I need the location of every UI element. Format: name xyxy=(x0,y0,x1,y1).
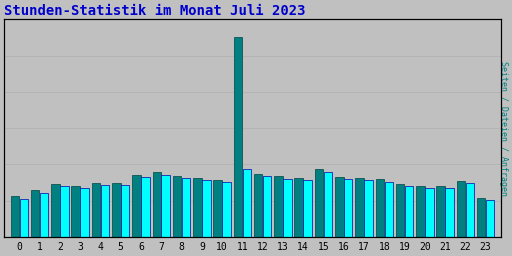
Bar xyxy=(324,173,332,237)
Bar xyxy=(112,183,120,237)
Bar xyxy=(101,185,109,237)
Bar xyxy=(214,180,222,237)
Bar xyxy=(283,179,292,237)
Bar xyxy=(436,186,445,237)
Bar xyxy=(153,172,161,237)
Bar xyxy=(19,199,28,237)
Bar xyxy=(161,175,170,237)
Bar xyxy=(40,193,48,237)
Bar xyxy=(396,184,404,237)
Bar xyxy=(416,186,424,237)
Bar xyxy=(304,180,312,237)
Bar xyxy=(355,178,364,237)
Bar xyxy=(405,186,413,237)
Bar xyxy=(263,176,271,237)
Bar xyxy=(465,183,474,237)
Bar xyxy=(141,177,150,237)
Bar xyxy=(11,196,19,237)
Bar xyxy=(233,37,242,237)
Bar xyxy=(31,190,39,237)
Bar xyxy=(121,185,130,237)
Bar xyxy=(294,178,303,237)
Bar xyxy=(243,169,251,237)
Bar xyxy=(60,186,69,237)
Bar xyxy=(457,181,465,237)
Bar xyxy=(92,183,100,237)
Bar xyxy=(486,200,495,237)
Bar xyxy=(80,188,89,237)
Bar xyxy=(315,169,323,237)
Bar xyxy=(477,198,485,237)
Bar xyxy=(222,182,231,237)
Text: Stunden-Statistik im Monat Juli 2023: Stunden-Statistik im Monat Juli 2023 xyxy=(4,4,306,18)
Bar xyxy=(202,180,210,237)
Bar xyxy=(385,182,393,237)
Bar xyxy=(344,179,352,237)
Bar xyxy=(425,188,434,237)
Bar xyxy=(72,186,80,237)
Bar xyxy=(173,176,181,237)
Bar xyxy=(445,188,454,237)
Y-axis label: Seiten / Dateien / Anfragen: Seiten / Dateien / Anfragen xyxy=(499,61,508,196)
Bar xyxy=(51,184,60,237)
Bar xyxy=(182,178,190,237)
Bar xyxy=(254,174,263,237)
Bar xyxy=(132,175,141,237)
Bar xyxy=(193,178,202,237)
Bar xyxy=(376,179,384,237)
Bar xyxy=(364,180,373,237)
Bar xyxy=(274,176,283,237)
Bar xyxy=(335,177,344,237)
